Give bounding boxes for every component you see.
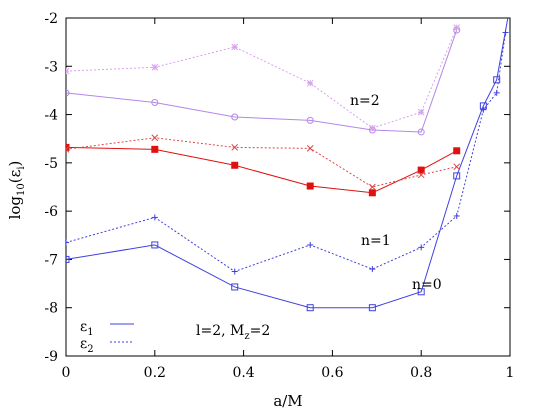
parameter-label-main: l=2, M: [196, 323, 244, 339]
series-line-n2-e1: [66, 29, 458, 133]
data-point-n2-e2: [417, 108, 425, 116]
series-line-n0-e2: [66, 32, 507, 273]
y-tick-label: -8: [44, 301, 58, 317]
y-tick-label: -2: [44, 11, 58, 27]
data-point-n0-e1: [151, 241, 159, 249]
legend-entry-1-sub: 1: [87, 327, 93, 338]
data-point-n1-e1: [231, 161, 239, 169]
data-point-n2-e1: [151, 99, 159, 106]
y-tick-label: -7: [44, 252, 58, 268]
data-point-n1-e1: [151, 145, 159, 153]
data-point-n2-e2: [306, 79, 314, 87]
data-point-n1-e2: [66, 145, 70, 153]
data-point-n0-e1: [417, 288, 425, 296]
y-tick-label: -9: [44, 349, 58, 365]
data-point-n1-e2: [231, 144, 239, 151]
data-point-n0-e2: [369, 266, 376, 273]
data-point-n0-e1: [231, 283, 239, 291]
data-point-n1-e1: [417, 166, 425, 174]
y-axis-label-close: ): [6, 161, 24, 167]
series-line-n2-e2: [66, 27, 458, 129]
x-tick-label: 1: [506, 365, 515, 381]
data-point-n2-e1: [231, 113, 239, 121]
data-point-n2-e1: [66, 89, 70, 97]
data-point-n0-e2: [231, 268, 238, 275]
data-point-n2-e1: [417, 128, 425, 136]
data-point-n1-e2: [369, 183, 376, 191]
data-point-n0-e2: [307, 241, 314, 248]
x-axis-label: a/M: [273, 392, 302, 410]
data-point-n0-e2: [493, 89, 500, 96]
x-tick-label: 0: [62, 365, 71, 381]
data-point-n1-e2: [151, 134, 159, 142]
y-tick-label: -5: [44, 156, 58, 172]
data-point-n2-e2: [453, 24, 461, 32]
y-axis-label-base-sub: 10: [16, 183, 27, 196]
legend-entry-2-symbol: ε: [80, 336, 87, 352]
parameter-label-sub: z: [244, 331, 249, 342]
series-line-n1-e2: [66, 137, 457, 188]
legend-entry-1-label: ε1: [80, 319, 94, 338]
data-point-n2-e2: [151, 63, 159, 71]
annotation-n0: n=0: [412, 277, 442, 293]
data-point-n0-e1: [368, 304, 376, 312]
data-point-n1-e1: [453, 147, 461, 155]
data-point-n0-e2: [66, 239, 69, 246]
data-point-n0-e2: [453, 212, 460, 219]
data-point-n2-e1: [306, 116, 314, 124]
x-tick-label: 0.6: [321, 365, 343, 381]
series-line-n0-e1: [66, 18, 509, 309]
legend-entry-2-sub: 2: [87, 344, 93, 355]
legend-entry-1-symbol: ε: [80, 319, 87, 335]
y-tick-label: -6: [44, 204, 58, 220]
plot-frame: [65, 17, 511, 357]
parameter-label-tail: =2: [250, 323, 271, 339]
data-point-n0-e2: [502, 29, 509, 36]
parameter-label: l=2, Mz=2: [196, 323, 270, 342]
y-axis-label-open: (ε: [6, 169, 24, 183]
x-tick-label: 0.8: [410, 365, 432, 381]
data-point-n1-e1: [368, 189, 376, 197]
data-point-n2-e2: [369, 124, 376, 132]
annotation-n1: n=1: [361, 233, 391, 249]
data-point-n2-e2: [66, 67, 70, 75]
legend: ε1 ε2: [80, 319, 134, 355]
data-point-n1-e2: [417, 171, 425, 179]
y-tick-label: -3: [44, 59, 58, 75]
annotation-n2: n=2: [350, 93, 380, 109]
data-point-n1-e2: [306, 145, 314, 152]
data-point-n1-e2: [453, 163, 461, 171]
y-axis-label: log10(εi): [6, 161, 27, 220]
data-point-n0-e1: [453, 172, 461, 180]
y-axis-label-var-sub: i: [16, 166, 27, 169]
data-point-n0-e1: [306, 304, 314, 312]
data-point-n0-e2: [418, 244, 425, 251]
series-line-n1-e1: [66, 146, 457, 194]
data-point-n2-e2: [231, 43, 239, 51]
data-point-n0-e2: [480, 106, 487, 113]
data-point-n0-e2: [151, 214, 158, 221]
data-point-n1-e1: [306, 182, 314, 190]
x-tick-label: 0.2: [144, 365, 166, 381]
y-axis-label-base: log: [6, 196, 24, 220]
data-point-n0-e1: [507, 3, 513, 9]
data-point-n0-e1: [493, 76, 501, 84]
x-tick-label: 0.4: [232, 365, 254, 381]
y-tick-label: -4: [44, 108, 58, 124]
data-point-n0-e1: [66, 255, 70, 263]
legend-entry-2-label: ε2: [80, 336, 94, 355]
